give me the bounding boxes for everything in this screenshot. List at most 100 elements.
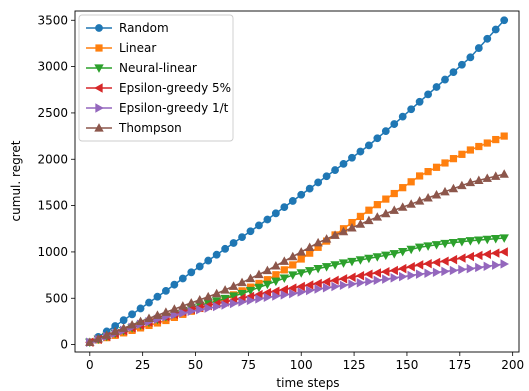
data-point	[152, 310, 163, 319]
legend-entry: Epsilon-greedy 1/t	[86, 101, 229, 115]
legend-entry: Epsilon-greedy 5%	[86, 81, 231, 95]
data-point	[153, 292, 162, 301]
data-point	[365, 206, 373, 214]
data-point	[466, 146, 474, 154]
legend-entry: Random	[86, 21, 169, 35]
data-point	[448, 254, 458, 265]
data-point	[475, 262, 484, 273]
data-point	[338, 274, 348, 284]
data-point	[118, 323, 129, 332]
series-random	[85, 16, 509, 347]
data-point	[238, 233, 246, 241]
y-tick-label: 3000	[37, 60, 68, 74]
data-point	[423, 193, 433, 202]
data-point	[195, 262, 204, 271]
data-point	[398, 202, 408, 211]
data-point	[492, 135, 500, 144]
y-tick-label: 2000	[37, 152, 68, 166]
data-point	[246, 295, 256, 306]
data-point	[500, 132, 508, 140]
data-point	[347, 272, 356, 282]
data-point	[416, 172, 424, 180]
data-point	[414, 196, 425, 205]
data-point	[356, 278, 366, 288]
data-point	[169, 304, 180, 313]
data-point	[449, 68, 458, 77]
data-point	[449, 265, 459, 276]
data-point	[474, 236, 484, 245]
data-point	[490, 248, 500, 258]
x-tick-label: 0	[86, 358, 94, 372]
data-point	[212, 301, 222, 312]
legend-marker	[95, 24, 103, 32]
data-point	[474, 175, 484, 185]
data-point	[262, 280, 273, 290]
x-tick-label: 125	[343, 358, 366, 372]
data-point	[313, 278, 322, 289]
legend-label: Linear	[119, 41, 156, 55]
data-point	[237, 277, 247, 287]
data-point	[491, 171, 501, 180]
data-point	[304, 267, 315, 276]
data-point	[448, 238, 459, 248]
data-point	[382, 274, 391, 284]
data-point	[322, 172, 331, 181]
data-point	[280, 266, 288, 274]
data-point	[245, 286, 256, 296]
data-point	[390, 120, 399, 128]
data-point	[389, 265, 398, 276]
data-point	[178, 274, 187, 283]
data-point	[483, 34, 492, 43]
data-point	[296, 269, 306, 278]
data-point	[457, 238, 467, 247]
data-point	[355, 219, 366, 228]
data-point	[313, 237, 323, 247]
data-point	[373, 134, 382, 143]
data-point	[179, 308, 188, 318]
data-point	[381, 208, 391, 218]
data-point	[145, 298, 153, 307]
data-point	[296, 247, 306, 256]
data-point	[229, 239, 238, 247]
data-point	[263, 292, 273, 303]
data-point	[424, 90, 432, 99]
data-point	[407, 105, 416, 114]
data-point	[499, 234, 509, 243]
data-point	[431, 241, 442, 250]
data-point	[364, 215, 374, 225]
data-point	[347, 223, 357, 232]
data-point	[483, 261, 493, 271]
data-point	[196, 304, 205, 315]
legend-label: Neural-linear	[119, 61, 197, 75]
data-point	[431, 257, 441, 268]
data-point	[348, 279, 357, 289]
data-point	[364, 269, 373, 279]
data-point	[339, 159, 348, 168]
data-point	[305, 184, 314, 193]
data-point	[398, 247, 408, 257]
data-point	[331, 281, 340, 292]
data-point	[211, 288, 222, 298]
legend: Random Linear Neural-linear Epsilon-greedy …	[78, 14, 234, 142]
data-point	[331, 166, 339, 174]
data-point	[322, 283, 332, 293]
data-point	[136, 304, 145, 313]
data-point	[287, 283, 297, 293]
data-point	[482, 173, 492, 182]
data-point	[492, 260, 501, 270]
legend-box	[78, 14, 234, 142]
data-point	[499, 247, 508, 257]
data-point	[313, 264, 323, 274]
plot-frame	[74, 10, 520, 353]
data-point	[399, 184, 407, 192]
data-point	[279, 274, 290, 283]
data-point	[389, 250, 399, 259]
data-point	[228, 281, 239, 290]
x-axis: 0 25 50 75 100 125 150 175 200	[86, 352, 524, 372]
data-point	[355, 256, 366, 265]
data-point	[321, 234, 332, 243]
data-point	[204, 256, 213, 265]
data-point	[170, 280, 179, 289]
x-tick-label: 200	[501, 358, 524, 372]
data-point	[458, 264, 467, 275]
